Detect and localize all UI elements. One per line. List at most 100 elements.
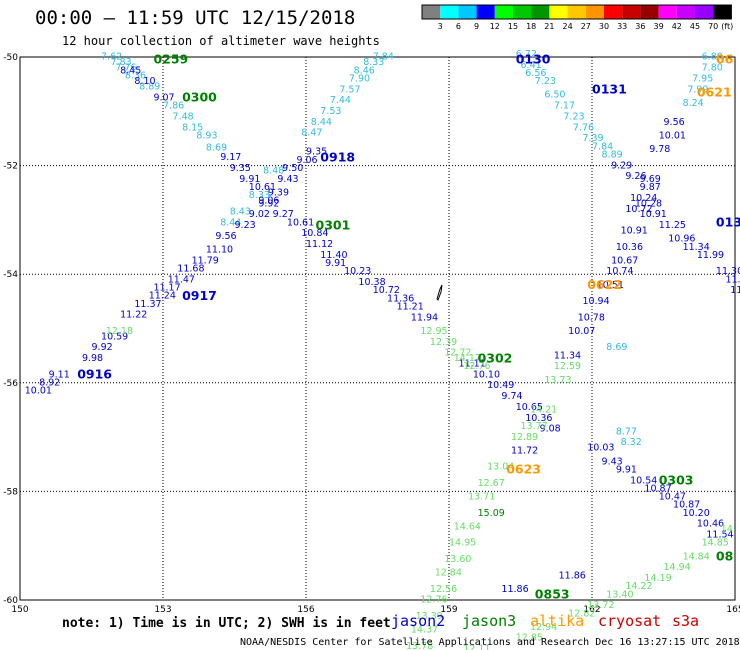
wave-height-label: 10.59 [101,331,128,342]
satellite-s3a: s3a [672,612,699,630]
wave-height-label: 8.44 [311,117,332,128]
island-outline [436,284,443,301]
wave-height-label: 9.11 [49,369,70,380]
wave-height-label: 13.71 [468,492,495,503]
wave-height-label: 13.40 [606,589,633,600]
wave-height-label: 10.91 [640,209,667,220]
wave-height-label: 13.39 [416,611,443,622]
pass-time-label: 0130 [516,52,551,67]
pass-time-label: 0918 [320,149,355,164]
wave-height-label: 6.80 [702,52,723,63]
wave-height-label: 7.53 [320,106,341,117]
wave-height-label: 9.78 [649,144,670,155]
wave-height-label: 8.69 [206,142,227,153]
wave-height-label: 9.06 [296,155,317,166]
wave-height-label: 9.43 [602,456,623,467]
wave-height-label: 11.86 [501,584,528,595]
color-legend: 3 6 9 12 15 18 21 24 27 30 33 36 39 42 45 70 (ft) [421,4,733,31]
wave-height-label: 8.24 [683,98,704,109]
wave-height-label: 12.39 [430,337,457,348]
pass-time-label: 0301 [316,217,351,232]
satellite-cryosat: cryosat [598,612,661,630]
wave-height-label: 7.62 [101,52,122,63]
wave-height-label: 9.07 [153,92,174,103]
wave-height-label: 8.93 [196,130,217,141]
y-tick-label: -58 [3,487,18,497]
chart-title: 00:00 – 11:59 UTC 12/15/2018 [35,7,355,29]
wave-height-label: 6.56 [525,68,546,79]
wave-height-label: 10.51 [597,280,624,291]
colorbar-swatch [494,5,513,19]
wave-height-label: 11.21 [397,301,424,312]
wave-height-label: 7.17 [554,101,575,112]
wave-height-label: 12.94 [530,622,557,633]
footer-credit: NOAA/NESDIS Center for Satellite Applica… [240,637,740,648]
wave-height-label: 9.17 [220,152,241,163]
wave-height-label: 10.72 [625,204,652,215]
colorbar-label: 6 [456,22,461,31]
wave-height-label: 7.57 [339,84,360,95]
wave-height-label: 9.74 [501,391,522,402]
wave-height-label: 9.06 [258,196,279,207]
plot-area: 150 153 156 159 162 165 -50 -52 -54 -56 -58 -60 7.6… [3,49,740,650]
wave-height-label: 11.40 [320,250,347,261]
colorbar-swatch [622,5,641,19]
wave-height-label: 10.07 [568,326,595,337]
colorbar-label: 45 [690,22,700,31]
pass-time-label: 0623 [506,462,541,477]
axis-ticks: 150 153 156 159 162 165 -50 -52 -54 -56 -58 -60 [3,53,740,615]
wave-height-label: 11.54 [706,530,733,541]
colorbar-label: 9 [474,22,479,31]
wave-height-label: 8.69 [606,342,627,353]
pass-time-label: 0622 [587,277,622,292]
wave-height-label: 9.02 [249,209,270,220]
colorbar-swatch [476,5,495,19]
colorbar-label: 39 [654,22,664,31]
colorbar-swatch [695,5,714,19]
wave-height-label: 9.29 [611,160,632,171]
wave-height-label: 9.91 [239,174,260,185]
pass-time-label: 0916 [77,367,112,382]
colorbar-swatch [713,5,732,19]
wave-height-label: 9.35 [230,163,251,174]
wave-height-label: 11.68 [177,263,204,274]
wave-height-label: 8.36 [125,71,146,82]
wave-height-label: 11.10 [206,244,233,255]
wave-height-label: 6.72 [516,49,537,60]
wave-height-label: 11.12 [306,239,333,250]
wave-height-label: 11.17 [153,282,180,293]
pass-time-label: 08 [716,549,733,564]
wave-height-label: 11.30 [716,266,740,277]
pass-time-label: 0917 [182,288,217,303]
wave-height-label: 11.24 [149,291,176,302]
colorbar-swatch [458,5,477,19]
wave-height-label: 13.60 [444,554,471,565]
colorbar-swatch [513,5,532,19]
wave-height-label: 7.84 [373,52,394,63]
colorbar-label: 18 [526,22,536,31]
wave-height-label: 14.64 [454,521,481,532]
wave-height-label: 14.85 [702,538,729,549]
wave-height-label: 7.84 [592,141,613,152]
wave-height-label: 14.21 [530,405,557,416]
colorbar-swatch [676,5,695,19]
wave-height-label: 10.46 [697,519,724,530]
wave-height-label: 6.50 [544,90,565,101]
wave-height-label: 10.74 [606,266,633,277]
wave-height-label: 10.84 [301,228,328,239]
wave-height-label: 8.15 [182,122,203,133]
colorbar-label: 70 [708,22,718,31]
footer-note: note: 1) Time is in UTC; 2) SWH is in fe… [62,616,391,631]
x-tick-label: 165 [726,605,740,615]
pass-time-label: 0303 [659,473,694,488]
x-tick-label: 150 [11,605,28,615]
wave-height-label: 7.83 [111,57,132,68]
wave-height-label: 10.10 [473,369,500,380]
gridlines [20,57,735,600]
wave-height-label: 6.41 [521,60,542,71]
satellite-altika: altika [530,612,584,630]
wave-height-label: 10.23 [344,266,371,277]
wave-height-label: 12.95 [420,326,447,337]
wave-height-label: 14.17 [454,353,481,364]
wave-height-label: 11.72 [511,445,538,456]
